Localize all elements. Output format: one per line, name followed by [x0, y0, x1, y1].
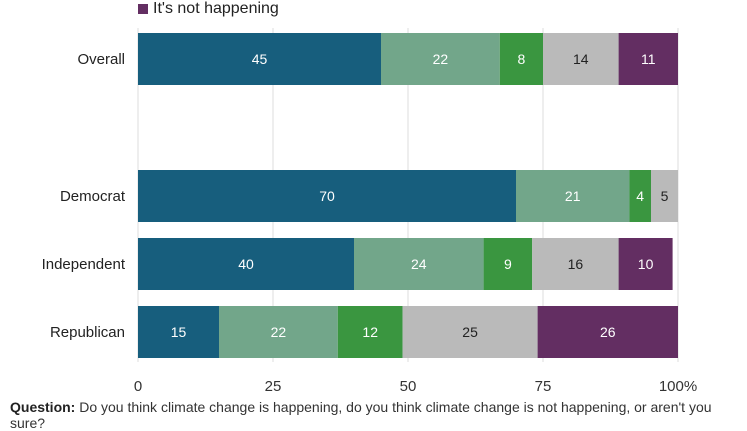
data-label-1-3: 5 — [661, 188, 669, 204]
data-label-3-1: 22 — [271, 324, 287, 340]
bar-segment-2-4 — [618, 238, 673, 290]
data-label-3-0: 15 — [171, 324, 187, 340]
x-tick-label-3: 75 — [535, 378, 552, 395]
data-label-1-1: 21 — [565, 188, 581, 204]
question-label: Question: — [10, 399, 76, 415]
bar-segment-2-0 — [138, 238, 354, 290]
bar-segment-0-1 — [381, 33, 500, 85]
x-tick-label-4: 100% — [659, 378, 697, 395]
category-label-3: Republican — [50, 324, 125, 341]
legend-swatch-not-happening — [138, 4, 148, 14]
x-tick-label-2: 50 — [400, 378, 417, 395]
bar-segment-1-2 — [629, 170, 651, 222]
bar-segment-3-4 — [537, 306, 678, 358]
data-label-2-1: 24 — [411, 256, 427, 272]
legend-label-not-happening: It's not happening — [153, 0, 279, 17]
data-label-1-0: 70 — [319, 188, 335, 204]
x-tick-label-1: 25 — [265, 378, 282, 395]
category-label-1: Democrat — [60, 188, 126, 205]
data-label-0-1: 22 — [433, 51, 449, 67]
bar-segment-3-1 — [219, 306, 338, 358]
bar-segment-3-3 — [402, 306, 538, 358]
data-label-2-4: 10 — [638, 256, 654, 272]
data-label-1-2: 4 — [636, 188, 644, 204]
bar-segment-1-1 — [516, 170, 630, 222]
data-label-0-0: 45 — [252, 51, 268, 67]
data-label-3-3: 25 — [462, 324, 478, 340]
data-label-3-2: 12 — [362, 324, 378, 340]
bar-segment-0-4 — [618, 33, 678, 85]
legend: It's not happening — [138, 0, 279, 18]
data-label-2-3: 16 — [568, 256, 584, 272]
bar-segment-2-3 — [532, 238, 619, 290]
bar-segment-0-2 — [499, 33, 543, 85]
question-text: Do you think climate change is happening… — [10, 399, 712, 431]
bar-segment-2-1 — [354, 238, 484, 290]
bar-segment-2-2 — [483, 238, 533, 290]
data-label-0-2: 8 — [518, 51, 526, 67]
data-label-3-4: 26 — [600, 324, 616, 340]
bar-segment-0-3 — [543, 33, 619, 85]
x-tick-label-0: 0 — [134, 378, 142, 395]
bar-segment-1-0 — [138, 170, 516, 222]
question-caption: Question: Do you think climate change is… — [10, 399, 737, 431]
data-label-2-0: 40 — [238, 256, 254, 272]
category-label-2: Independent — [42, 256, 126, 273]
data-label-2-2: 9 — [504, 256, 512, 272]
data-label-0-4: 11 — [641, 51, 656, 67]
category-label-0: Overall — [77, 51, 125, 68]
bar-segment-0-0 — [138, 33, 381, 85]
bar-segment-3-2 — [337, 306, 403, 358]
bar-segment-3-0 — [138, 306, 219, 358]
bar-segment-1-3 — [651, 170, 678, 222]
data-label-0-3: 14 — [573, 51, 589, 67]
